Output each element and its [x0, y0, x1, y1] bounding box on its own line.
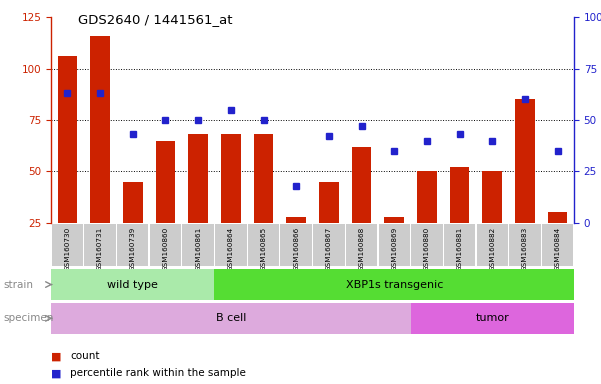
Bar	[117, 223, 148, 266]
Text: GSM160883: GSM160883	[522, 226, 528, 270]
Text: GSM160731: GSM160731	[97, 226, 103, 270]
Text: GSM160865: GSM160865	[260, 226, 266, 270]
Text: GSM160866: GSM160866	[293, 226, 299, 270]
Bar	[183, 223, 214, 266]
Bar	[477, 223, 508, 266]
Text: GSM160882: GSM160882	[489, 226, 495, 270]
Text: wild type: wild type	[108, 280, 158, 290]
Bar	[150, 223, 181, 266]
Text: strain: strain	[3, 280, 33, 290]
Bar	[215, 269, 574, 300]
Text: GSM160861: GSM160861	[195, 226, 201, 270]
Bar	[221, 134, 240, 223]
Bar	[51, 303, 410, 334]
Text: tumor: tumor	[475, 313, 509, 323]
Bar	[352, 147, 371, 223]
Bar	[248, 223, 279, 266]
Text: specimen: specimen	[3, 313, 53, 323]
Text: GSM160884: GSM160884	[555, 226, 561, 270]
Bar	[90, 36, 110, 223]
Bar	[515, 99, 535, 223]
Bar	[509, 223, 541, 266]
Text: XBP1s transgenic: XBP1s transgenic	[346, 280, 443, 290]
Bar	[385, 217, 404, 223]
Bar	[84, 223, 116, 266]
Text: B cell: B cell	[216, 313, 246, 323]
Text: GDS2640 / 1441561_at: GDS2640 / 1441561_at	[78, 13, 233, 26]
Bar	[483, 171, 502, 223]
Bar	[444, 223, 475, 266]
Bar	[281, 223, 312, 266]
Text: percentile rank within the sample: percentile rank within the sample	[70, 368, 246, 378]
Bar	[254, 134, 273, 223]
Bar	[450, 167, 469, 223]
Text: GSM160880: GSM160880	[424, 226, 430, 270]
Text: ■: ■	[51, 368, 61, 378]
Bar	[319, 182, 339, 223]
Bar	[379, 223, 410, 266]
Bar	[52, 223, 83, 266]
Text: GSM160864: GSM160864	[228, 226, 234, 270]
Text: count: count	[70, 351, 100, 361]
Bar	[123, 182, 142, 223]
Bar	[215, 223, 246, 266]
Bar	[410, 303, 574, 334]
Text: GSM160881: GSM160881	[457, 226, 463, 270]
Bar	[188, 134, 208, 223]
Text: GSM160868: GSM160868	[359, 226, 365, 270]
Text: GSM160869: GSM160869	[391, 226, 397, 270]
Text: GSM160730: GSM160730	[64, 226, 70, 270]
Bar	[411, 223, 442, 266]
Bar	[542, 223, 573, 266]
Text: GSM160867: GSM160867	[326, 226, 332, 270]
Bar	[51, 269, 215, 300]
Text: GSM160860: GSM160860	[162, 226, 168, 270]
Bar	[58, 56, 77, 223]
Bar	[548, 212, 567, 223]
Text: ■: ■	[51, 351, 61, 361]
Text: GSM160739: GSM160739	[130, 226, 136, 270]
Bar	[156, 141, 175, 223]
Bar	[286, 217, 306, 223]
Bar	[417, 171, 437, 223]
Bar	[346, 223, 377, 266]
Bar	[313, 223, 344, 266]
